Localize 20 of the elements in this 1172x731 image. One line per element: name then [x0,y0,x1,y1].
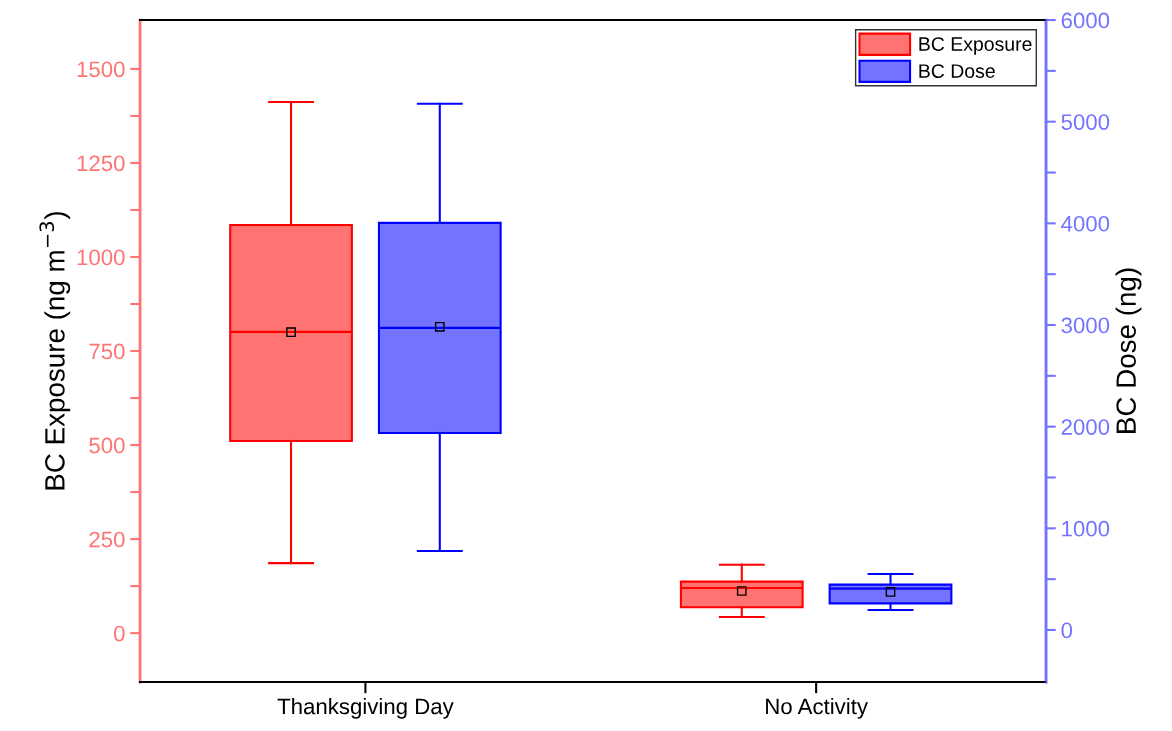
legend-label: BC Dose [919,64,995,78]
y-tick-label: 0 [113,625,125,642]
y2-tick-label: 5000 [1061,114,1110,130]
y-axis-title: BC Exposure (ng m$^{−3}$) [39,212,71,490]
y-tick-label: 1250 [77,155,125,172]
y2-tick-label: 2000 [1061,419,1110,435]
y2-tick-label: 3000 [1061,317,1110,334]
legend-label: BC Exposure [919,37,1032,55]
y-tick-label: 500 [89,437,125,454]
y2-tick-label: 4000 [1061,215,1110,232]
y-tick-label: 1000 [77,249,125,266]
y-tick-label: 1500 [77,61,125,78]
y-tick-label: 750 [89,343,125,360]
y-tick-label: 250 [89,531,125,548]
x-tick-label: No Activity [766,698,868,719]
y2-tick-label: 0 [1061,622,1073,639]
y2-tick-label: 1000 [1062,520,1110,537]
y2-axis-title: BC Dose (ng) [1115,268,1142,433]
x-tick-label: Thanksgiving Day [277,698,454,719]
y2-tick-label: 6000 [1061,12,1110,29]
